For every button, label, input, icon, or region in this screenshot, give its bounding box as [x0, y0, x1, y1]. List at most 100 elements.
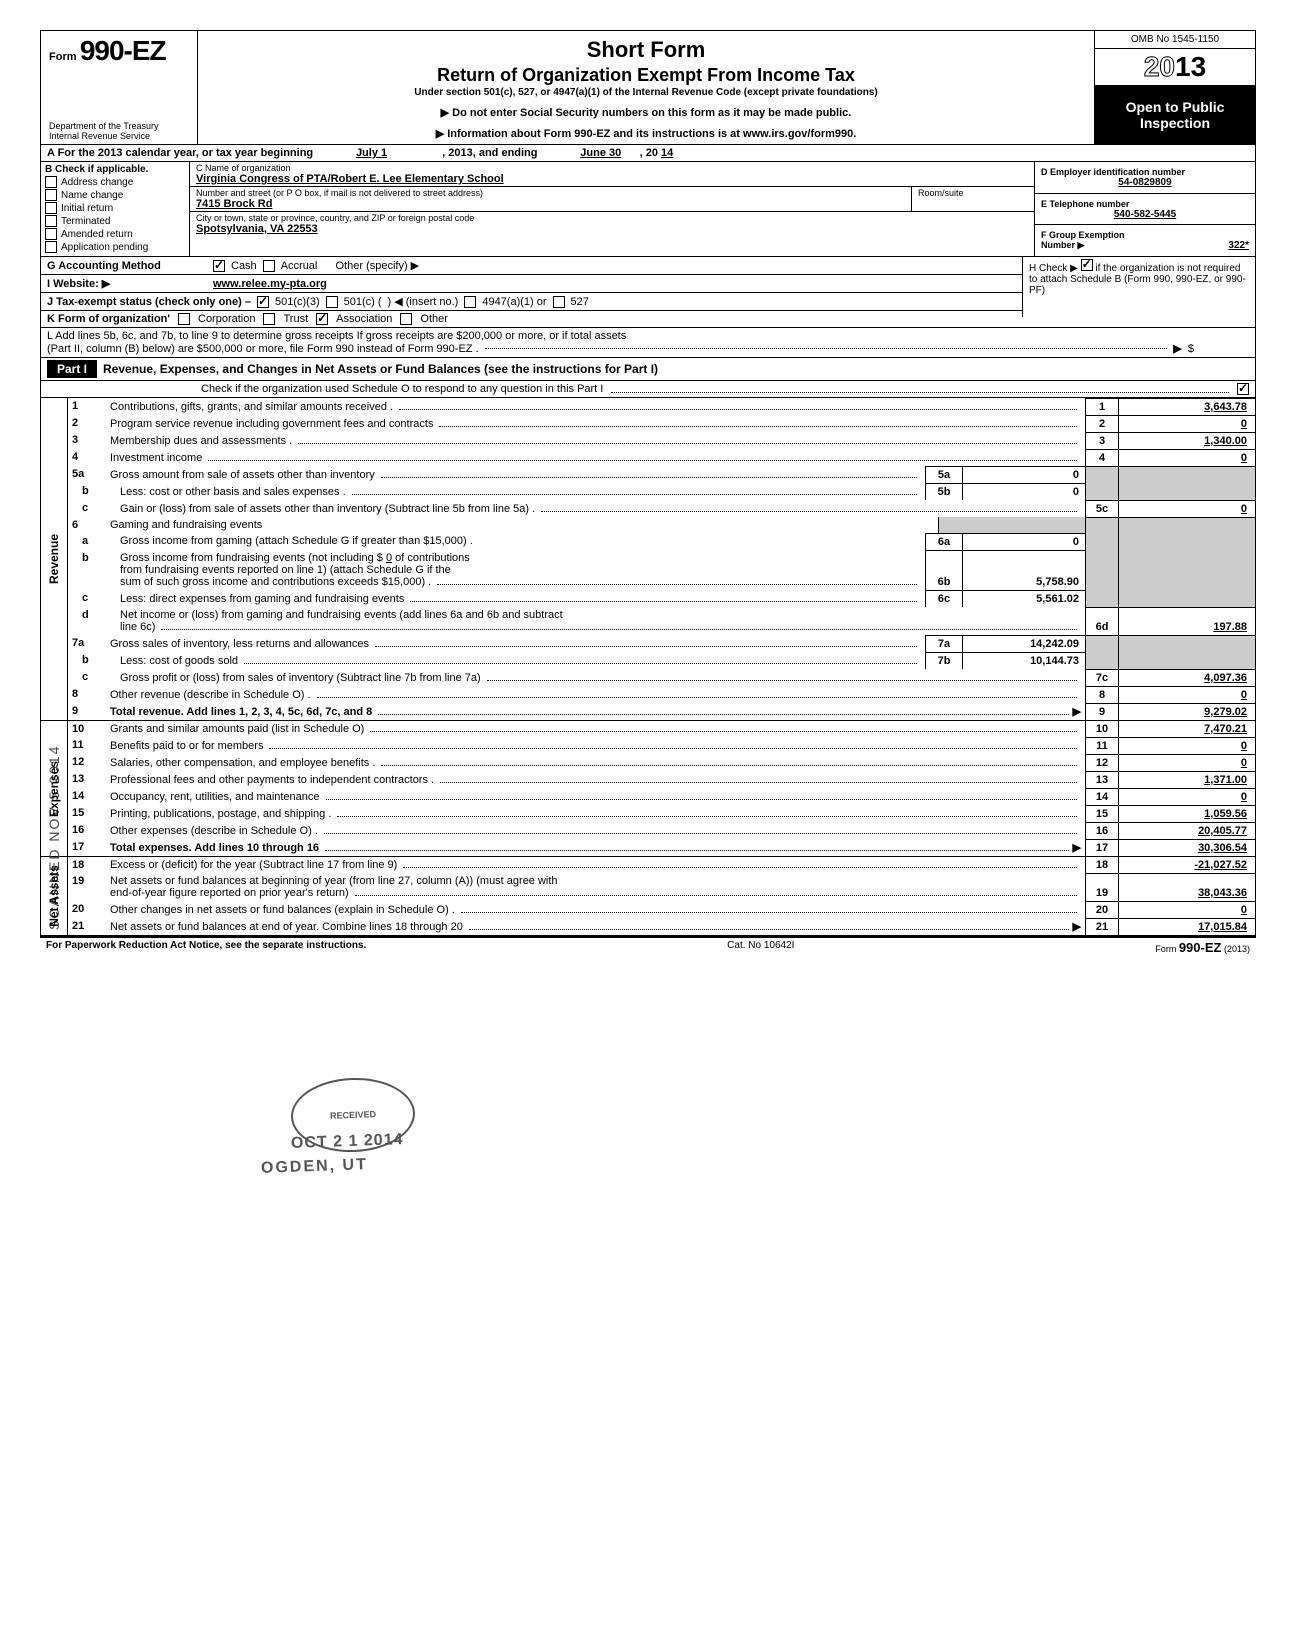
line-10-desc: Grants and similar amounts paid (list in… [110, 723, 364, 735]
chk-4947[interactable] [464, 296, 476, 308]
line-12-value: 0 [1119, 754, 1255, 771]
line-5c-desc: Gain or (loss) from sale of assets other… [120, 503, 535, 515]
line-3-outnum: 3 [1085, 432, 1119, 449]
line-10-outnum: 10 [1085, 721, 1119, 737]
chk-accrual[interactable] [263, 260, 275, 272]
line-7c-num: c [68, 669, 120, 686]
chk-527[interactable] [553, 296, 565, 308]
line-17-outnum: 17 [1085, 839, 1119, 856]
omb-number: OMB No 1545-1150 [1095, 31, 1255, 49]
line-9-arrow: ▶ [1073, 705, 1081, 718]
line-8-outnum: 8 [1085, 686, 1119, 703]
line-16-desc: Other expenses (describe in Schedule O) … [110, 825, 318, 837]
section-b-heading: B Check if applicable. [45, 164, 185, 175]
line-14-desc: Occupancy, rent, utilities, and maintena… [110, 791, 320, 803]
chk-terminated[interactable] [45, 215, 57, 227]
group-exempt-value: 322* [1228, 240, 1249, 251]
stamp-location: OGDEN, UT [261, 1156, 368, 1178]
line-6-spacer [938, 517, 1085, 533]
line-1-outnum: 1 [1085, 398, 1119, 415]
title-cell: Short Form Return of Organization Exempt… [198, 31, 1094, 144]
line-3-desc: Membership dues and assessments . [110, 435, 292, 447]
line-20-desc: Other changes in net assets or fund bala… [110, 904, 455, 916]
row-l-dollar: $ [1188, 343, 1194, 355]
line-6-desc: Gaming and fundraising events [110, 519, 262, 531]
website-value: www.relee.my-pta.org [213, 278, 327, 290]
line-6a-outshade [1085, 533, 1119, 550]
section-b-through-f: B Check if applicable. Address change Na… [41, 162, 1255, 257]
chk-501c[interactable] [326, 296, 338, 308]
line-5a-inval: 0 [963, 466, 1085, 483]
chk-schedule-b[interactable] [1081, 259, 1093, 271]
chk-501c3[interactable] [257, 296, 269, 308]
form-990ez: Form 990-EZ Department of the Treasury I… [40, 30, 1256, 938]
chk-corporation[interactable] [178, 313, 190, 325]
chk-initial-return[interactable] [45, 202, 57, 214]
line-7c-desc: Gross profit or (loss) from sales of inv… [120, 672, 481, 684]
line-8-value: 0 [1119, 686, 1255, 703]
line-20-outnum: 20 [1085, 901, 1119, 918]
chk-address-change[interactable] [45, 176, 57, 188]
line-10-num: 10 [68, 721, 110, 737]
part-1-tag: Part I [47, 360, 97, 378]
line-4-value: 0 [1119, 449, 1255, 466]
title-main: Short Form [208, 37, 1084, 63]
line-6b-desc1c: of contributions [392, 552, 470, 564]
line-11-outnum: 11 [1085, 737, 1119, 754]
line-14-value: 0 [1119, 788, 1255, 805]
line-7a-innum: 7a [925, 635, 963, 652]
line-13-outnum: 13 [1085, 771, 1119, 788]
line-9-outnum: 9 [1085, 703, 1119, 720]
open-line-2: Inspection [1097, 115, 1253, 131]
part-1-title: Revenue, Expenses, and Changes in Net As… [97, 362, 1249, 376]
line-8-num: 8 [68, 686, 110, 703]
line-19-value: 38,043.36 [1119, 873, 1255, 901]
title-sub: Return of Organization Exempt From Incom… [208, 65, 1084, 86]
line-2-desc: Program service revenue including govern… [110, 418, 433, 430]
line-11-desc: Benefits paid to or for members [110, 740, 263, 752]
tax-year: 2013 [1095, 49, 1255, 86]
chk-association[interactable] [316, 313, 328, 325]
line-6b-desc2: from fundraising events reported on line… [120, 564, 921, 576]
dept-irs: Internal Revenue Service [49, 132, 189, 142]
line-6a-valshade [1119, 533, 1255, 550]
row-h-text1: H Check ▶ [1029, 263, 1078, 274]
line-13-desc: Professional fees and other payments to … [110, 774, 434, 786]
row-a-yy: 14 [661, 147, 673, 159]
line-8-desc: Other revenue (describe in Schedule O) . [110, 689, 311, 701]
line-1-num: 1 [68, 398, 110, 415]
footer-form: 990-EZ [1179, 940, 1222, 955]
line-5a-outshade [1085, 466, 1119, 483]
line-12-outnum: 12 [1085, 754, 1119, 771]
row-a-tax-year: A For the 2013 calendar year, or tax yea… [41, 145, 1255, 162]
line-17-arrow: ▶ [1073, 841, 1081, 854]
row-l: L Add lines 5b, 6c, and 7b, to line 9 to… [41, 328, 1255, 358]
phone-label: E Telephone number [1041, 199, 1249, 209]
line-6-outshade [1085, 517, 1119, 533]
chk-app-pending[interactable] [45, 241, 57, 253]
line-12-num: 12 [68, 754, 110, 771]
row-i-label: I Website: ▶ [47, 277, 207, 290]
line-5c-num: c [68, 500, 120, 517]
chk-other-org[interactable] [400, 313, 412, 325]
lbl-other-org: Other [420, 313, 448, 325]
section-b: B Check if applicable. Address change Na… [41, 162, 190, 256]
chk-trust[interactable] [263, 313, 275, 325]
line-6a-desc: Gross income from gaming (attach Schedul… [120, 535, 921, 547]
line-1-value: 3,643.78 [1119, 398, 1255, 415]
line-18-value: -21,027.52 [1119, 857, 1255, 873]
chk-schedule-o[interactable] [1237, 383, 1249, 395]
year-prefix: 20 [1144, 51, 1175, 82]
chk-cash[interactable] [213, 260, 225, 272]
chk-name-change[interactable] [45, 189, 57, 201]
net-assets-section: Net Assets 18Excess or (deficit) for the… [41, 857, 1255, 937]
line-15-value: 1,059.56 [1119, 805, 1255, 822]
row-a-begin: July 1 [356, 147, 387, 159]
chk-amended[interactable] [45, 228, 57, 240]
stamp-received: RECEIVED [290, 1076, 417, 1154]
schedule-o-text: Check if the organization used Schedule … [201, 383, 603, 395]
line-5b-desc: Less: cost or other basis and sales expe… [120, 486, 346, 498]
line-19-desc2: end-of-year figure reported on prior yea… [110, 887, 349, 899]
line-6a-inval: 0 [963, 533, 1085, 550]
line-6b-inval: 5,758.90 [963, 550, 1085, 590]
